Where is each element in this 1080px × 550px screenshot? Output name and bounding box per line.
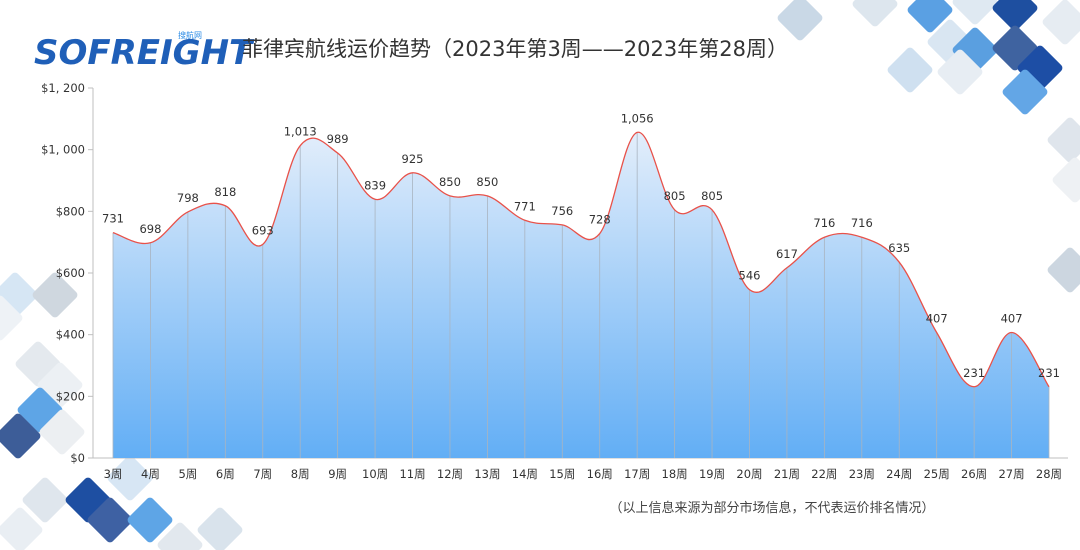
x-tick-label: 4周 (141, 467, 160, 481)
decor-tile (1052, 157, 1080, 203)
data-label: 407 (926, 312, 948, 326)
data-label: 756 (551, 204, 573, 218)
data-label: 925 (402, 152, 424, 166)
x-tick-label: 13周 (474, 467, 500, 481)
x-tick-label: 26周 (961, 467, 987, 481)
data-label: 617 (776, 247, 798, 261)
dividers (112, 132, 1050, 458)
decor-tile (852, 0, 898, 27)
x-tick-label: 9周 (328, 467, 347, 481)
x-tick-label: 6周 (216, 467, 235, 481)
x-tick-label: 5周 (178, 467, 197, 481)
x-tick-label: 21周 (774, 467, 800, 481)
x-tick-label: 23周 (849, 467, 875, 481)
y-tick-labels: $0 $200 $400 $600 $800 $1, 000 $1, 200 (41, 81, 85, 465)
data-label: 698 (139, 222, 161, 236)
x-tick-label: 20周 (736, 467, 762, 481)
x-tick-label: 24周 (886, 467, 912, 481)
logo-subtext: 搜航网 (178, 30, 202, 40)
decor-tile (87, 497, 133, 543)
area-fill (113, 132, 1049, 458)
decor-tile (0, 507, 43, 550)
data-label: 1,056 (621, 111, 654, 125)
data-label: 850 (439, 175, 461, 189)
logo-text: SOFREIGHT (34, 33, 255, 73)
decor-tile (1047, 247, 1080, 293)
data-label: 818 (214, 185, 236, 199)
x-tick-label: 28周 (1036, 467, 1062, 481)
data-label: 805 (701, 189, 723, 203)
y-tick-label: $400 (56, 328, 85, 342)
decor-tile (32, 272, 78, 318)
decor-tile (1002, 69, 1048, 115)
data-label: 989 (327, 132, 349, 146)
y-tick-label: $200 (56, 389, 85, 403)
decor-tile (0, 295, 23, 341)
data-label: 771 (514, 199, 536, 213)
x-tick-label: 14周 (512, 467, 538, 481)
x-tick-label: 19周 (699, 467, 725, 481)
decor-tile (907, 0, 953, 33)
series-line (112, 131, 1050, 388)
decor-tile (127, 497, 173, 543)
data-label: 231 (1038, 366, 1060, 380)
x-tick-label: 17周 (624, 467, 650, 481)
data-labels: 731 698 798 818 693 1,013 989 839 925 850 850 771 75… (102, 111, 1060, 379)
x-tick-label: 18周 (662, 467, 688, 481)
decor-tile (937, 49, 983, 95)
x-tick-label: 15周 (549, 467, 575, 481)
decor-tile (22, 477, 68, 523)
data-label: 635 (888, 241, 910, 255)
decor-tile (992, 0, 1038, 31)
data-label: 716 (851, 216, 873, 230)
decor-tile (1042, 0, 1080, 45)
decor-tile (39, 409, 85, 455)
data-label: 231 (963, 366, 985, 380)
x-tick-label: 16周 (587, 467, 613, 481)
data-label: 805 (664, 189, 686, 203)
x-tick-labels: 3周 4周 5周 6周 7周 8周 9周 10周 11周 12周 13周 14周 15周 16周 17周 18… (104, 467, 1062, 481)
y-tick-label: $1, 200 (41, 81, 85, 95)
x-tick-label: 8周 (291, 467, 310, 481)
data-label: 1,013 (284, 125, 317, 139)
decor-tile (1047, 117, 1080, 163)
decor-tile (952, 0, 998, 25)
sofreight-logo: SOFREIGHT 搜航网 (34, 30, 255, 73)
data-label: 407 (1001, 312, 1023, 326)
y-tick-label: $1, 000 (41, 143, 85, 157)
x-tick-label: 11周 (399, 467, 425, 481)
data-label: 546 (739, 269, 761, 283)
footnote: （以上信息来源为部分市场信息，不代表运价排名情况） (609, 500, 934, 516)
x-tick-label: 27周 (998, 467, 1024, 481)
x-tick-label: 25周 (924, 467, 950, 481)
y-tick-label: $800 (56, 204, 85, 218)
data-label: 839 (364, 178, 386, 192)
decor-tile (197, 507, 243, 550)
data-label: 693 (252, 223, 274, 237)
data-label: 850 (476, 175, 498, 189)
y-tick-label: $0 (70, 451, 85, 465)
x-tick-label: 22周 (811, 467, 837, 481)
chart-title: 菲律宾航线运价趋势（2023年第3周——2023年第28周） (242, 37, 788, 61)
decor-tile (0, 413, 41, 459)
line-layer (112, 131, 1050, 388)
data-label: 731 (102, 212, 124, 226)
x-tick-label: 12周 (437, 467, 463, 481)
decor-tile (887, 47, 933, 93)
area-layer (113, 132, 1049, 458)
data-label: 798 (177, 191, 199, 205)
decor-tile (107, 455, 153, 501)
data-label: 716 (813, 216, 835, 230)
data-label: 728 (589, 213, 611, 227)
x-tick-label: 10周 (362, 467, 388, 481)
x-tick-label: 3周 (104, 467, 123, 481)
decor-tile (777, 0, 823, 41)
y-tick-label: $600 (56, 266, 85, 280)
decor-tile (157, 522, 203, 550)
x-tick-label: 7周 (253, 467, 272, 481)
